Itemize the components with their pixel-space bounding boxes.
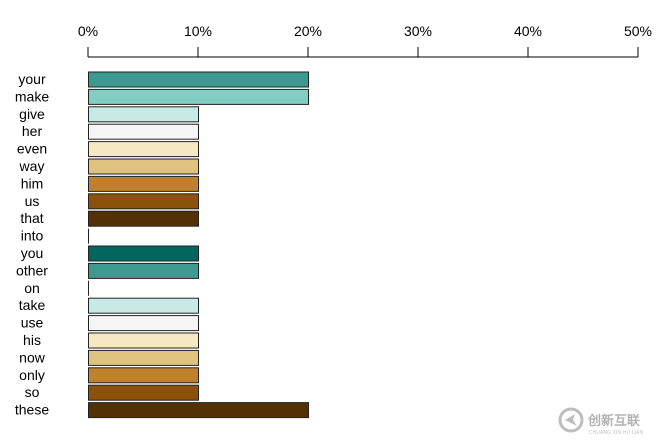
bar-her	[88, 123, 199, 140]
bar-your	[88, 71, 309, 88]
watermark-subtext: CHUANG XIN HU LIAN	[589, 430, 643, 436]
bar-take	[88, 297, 199, 314]
category-label: now	[19, 349, 46, 365]
category-label: give	[19, 106, 45, 122]
bar-so	[88, 384, 199, 401]
category-label: way	[19, 158, 45, 174]
bar-way	[88, 158, 199, 175]
category-label: even	[17, 141, 47, 157]
category-label: his	[23, 332, 41, 348]
category-label: your	[18, 71, 46, 87]
category-label: on	[24, 280, 40, 296]
bar-even	[88, 141, 199, 158]
category-label: him	[21, 175, 44, 191]
watermark: 创新互联 CHUANG XIN HU LIAN	[558, 407, 643, 436]
bar-his	[88, 332, 199, 349]
x-tick-label: 40%	[514, 23, 542, 39]
x-tick-label: 30%	[404, 23, 432, 39]
category-label: take	[19, 297, 46, 313]
x-tick-label: 50%	[624, 23, 652, 39]
category-label: these	[15, 402, 49, 418]
bar-now	[88, 349, 199, 366]
watermark-text: 创新互联	[587, 413, 640, 429]
category-label: other	[16, 262, 48, 278]
x-tick-label: 10%	[184, 23, 212, 39]
category-label: make	[15, 88, 49, 104]
category-label: only	[19, 367, 45, 383]
category-label: you	[21, 245, 44, 261]
category-label: that	[20, 210, 43, 226]
bar-use	[88, 315, 199, 332]
x-axis: 0% 10% 20% 30% 40% 50%	[78, 23, 652, 58]
category-label: use	[21, 315, 44, 331]
bar-these	[88, 402, 309, 419]
category-label: so	[25, 384, 40, 400]
logo-swirl-icon	[558, 407, 584, 433]
category-label: her	[22, 123, 43, 139]
bar-only	[88, 367, 199, 384]
x-tick-label: 20%	[294, 23, 322, 39]
bar-him	[88, 175, 199, 192]
bar-you	[88, 245, 199, 262]
bar-give	[88, 106, 199, 123]
bar-that	[88, 210, 199, 227]
category-label: into	[21, 228, 44, 244]
bar-us	[88, 193, 199, 210]
bar-make	[88, 88, 309, 105]
x-tick-label: 0%	[78, 23, 98, 39]
category-label: us	[25, 193, 40, 209]
bars	[88, 71, 309, 419]
bar-other	[88, 262, 199, 279]
